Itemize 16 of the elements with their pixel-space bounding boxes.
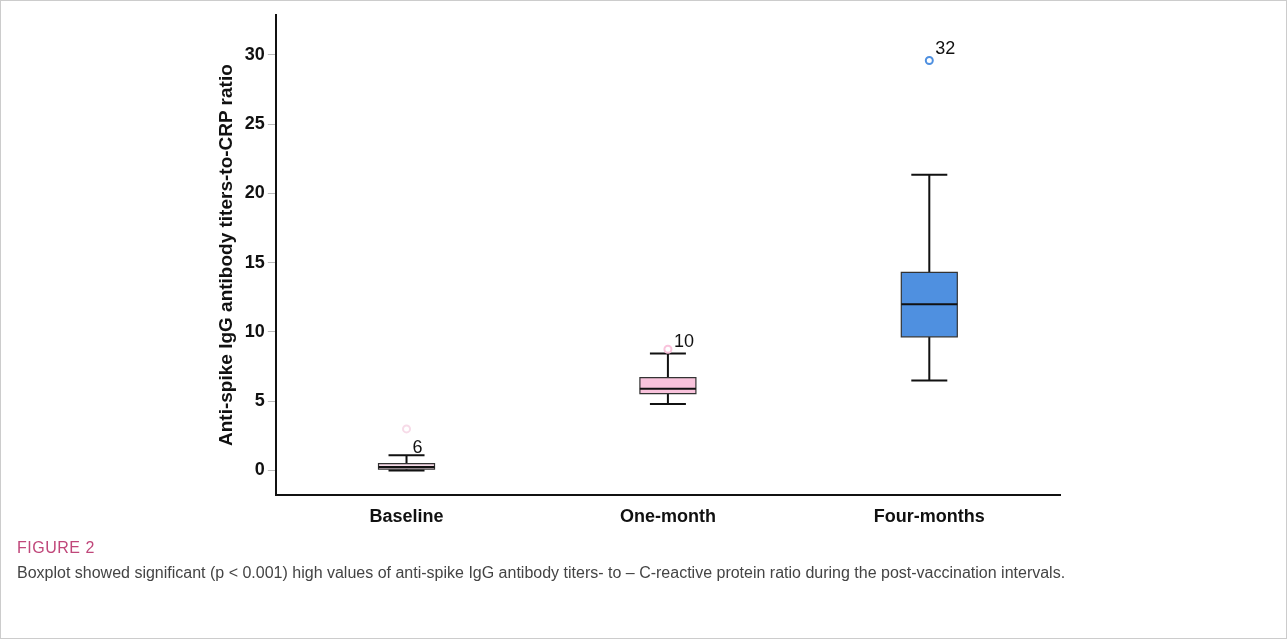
y-tick-label: 30 <box>244 43 265 64</box>
y-tick-label: 5 <box>254 390 265 411</box>
annotation: 10 <box>673 331 694 352</box>
y-axis-title: Anti-spike IgG antibody titers-to-CRP ratio <box>214 64 236 446</box>
x-tick-label: Four-months <box>873 506 985 527</box>
y-tick-label: 15 <box>244 251 265 272</box>
y-tick-label: 0 <box>254 459 265 480</box>
x-tick-label: One-month <box>619 506 716 527</box>
x-tick-label: Baseline <box>369 506 444 527</box>
text: Boxplot showed significant (p < 0.001) high values of anti-spike IgG antibody titers- to – C-reactive protein ratio during the post-vaccination intervals. <box>17 563 1067 583</box>
caption: FIGURE 2 <box>17 539 95 557</box>
annotation: 6 <box>412 437 423 458</box>
annotation: 32 <box>935 38 956 59</box>
y-tick-label: 25 <box>244 113 265 134</box>
y-tick-label: 10 <box>244 320 265 341</box>
y-tick-label: 20 <box>244 182 265 203</box>
